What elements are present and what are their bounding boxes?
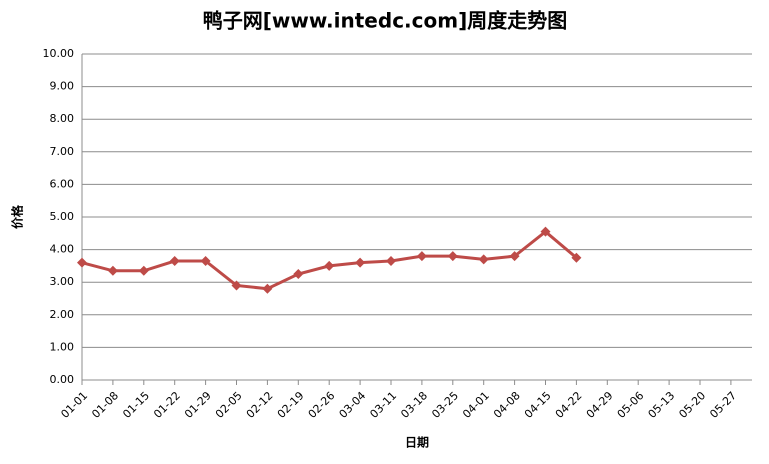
marker [416,251,427,262]
x-tick-label: 01-22 [151,389,183,421]
y-axis-title: 价格 [10,204,25,229]
y-tick-label: 0.00 [50,373,75,386]
marker [571,252,582,263]
y-tick-label: 10.00 [43,47,75,60]
marker [262,283,273,294]
y-tick-label: 4.00 [50,243,75,256]
marker [540,226,551,237]
x-tick-label: 03-04 [337,389,369,421]
line [81,229,578,291]
y-tick-label: 3.00 [50,275,75,288]
x-tick-label: 05-13 [646,389,678,421]
x-tick-label: 04-22 [553,389,585,421]
marker [447,251,458,262]
x-axis-title: 日期 [405,435,429,450]
marker [77,257,87,268]
y-tick-label: 2.00 [50,308,75,321]
marker [293,269,304,280]
y-tick-label: 1.00 [50,340,75,353]
x-tick-label: 05-27 [707,389,739,421]
marker [478,254,489,265]
x-tick-label: 05-06 [615,389,647,421]
x-tick-label: 02-26 [306,389,338,421]
x-tick-label: 03-11 [367,389,399,421]
marker [509,251,520,262]
marker [324,260,335,271]
x-tick-label: 02-19 [275,389,307,421]
y-tick-label: 6.00 [50,177,75,190]
y-tick-label: 9.00 [50,80,75,93]
marker [138,265,149,276]
x-tick-label: 04-08 [491,389,523,421]
x-tick-label: 02-12 [244,389,276,421]
chart-title: 鸭子网[www.intedc.com]周度走势图 [203,9,567,33]
y-tick-label: 7.00 [50,145,75,158]
x-tick-label: 01-15 [120,389,152,421]
marker [107,265,118,276]
x-tick-label: 05-20 [676,389,708,421]
marker [355,257,366,268]
y-tick-label: 8.00 [50,112,75,125]
marker [200,256,211,267]
marker [231,280,242,291]
x-tick-label: 04-01 [460,389,492,421]
marker [169,256,180,267]
x-tick-label: 03-18 [398,389,430,421]
x-tick-label: 02-05 [213,389,245,421]
x-tick-label: 01-01 [58,389,90,421]
marker [386,256,396,267]
x-tick-label: 04-29 [584,389,616,421]
x-tick-label: 04-15 [522,389,554,421]
y-tick-label: 5.00 [50,210,75,223]
x-tick-label: 03-25 [429,389,461,421]
x-tick-label: 01-29 [182,389,214,421]
x-tick-label: 01-08 [89,389,121,421]
